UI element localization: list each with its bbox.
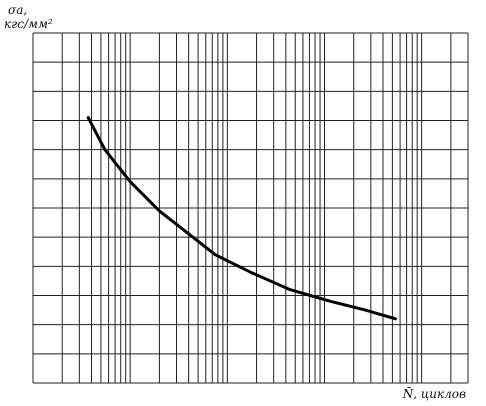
x-label: N̄, циклов (402, 386, 466, 401)
y-label: σa, (8, 3, 27, 17)
curve (86, 116, 397, 321)
y-unit: кгс/мм² (4, 17, 53, 31)
